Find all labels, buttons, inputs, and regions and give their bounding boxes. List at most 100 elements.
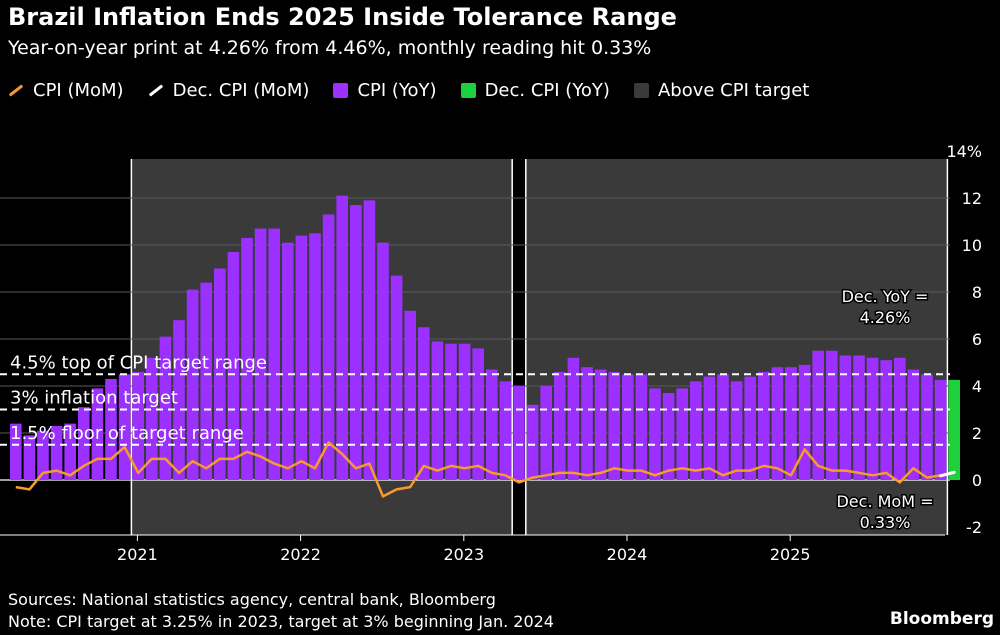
- cpi-yoy-bar: [241, 237, 253, 480]
- cpi-yoy-bar: [254, 228, 267, 480]
- bloomberg-logo: Bloomberg: [889, 609, 994, 629]
- legend-item-cpi-yoy: CPI (YoY): [333, 80, 437, 101]
- sources-note: Sources: National statistics agency, cen…: [8, 590, 496, 609]
- cpi-yoy-bar: [812, 350, 824, 480]
- legend-swatch-cpi-yoy: [333, 83, 349, 98]
- cpi-yoy-bar: [676, 388, 688, 480]
- y-tick-label: 2: [972, 424, 982, 443]
- cpi-yoy-bar: [513, 386, 525, 480]
- legend: CPI (MoM) Dec. CPI (MoM) CPI (YoY) Dec. …: [8, 80, 809, 101]
- x-tick-label: 2023: [443, 545, 484, 560]
- annotation-dec-mom: Dec. MoM =: [836, 492, 933, 511]
- cpi-yoy-bar: [771, 367, 784, 480]
- cpi-yoy-bar: [363, 200, 376, 480]
- cpi-yoy-bar: [23, 435, 36, 480]
- legend-item-dec-cpi-mom: Dec. CPI (MoM): [148, 80, 310, 101]
- reference-line-label: 1.5% floor of target range: [10, 423, 244, 444]
- legend-item-above-target: Above CPI target: [633, 80, 810, 101]
- cpi-yoy-bar: [350, 205, 362, 481]
- legend-item-dec-cpi-yoy: Dec. CPI (YoY): [460, 80, 610, 101]
- legend-label: Above CPI target: [657, 80, 810, 101]
- annotation-dec-yoy: 4.26%: [860, 308, 911, 327]
- cpi-yoy-bar: [526, 404, 539, 480]
- y-tick-label: 0: [972, 471, 982, 490]
- cpi-yoy-bar: [540, 386, 552, 480]
- cpi-yoy-bar: [200, 282, 212, 480]
- cpi-mom-line: [15, 441, 941, 498]
- cpi-yoy-bar: [567, 357, 580, 480]
- cpi-yoy-bar: [499, 381, 512, 480]
- cpi-yoy-bar: [458, 343, 471, 480]
- cpi-yoy-bar: [703, 376, 716, 480]
- cpi-yoy-bar: [554, 371, 566, 480]
- cpi-yoy-bar: [295, 235, 308, 480]
- cpi-yoy-bar: [173, 320, 185, 480]
- dec-cpi-mom-line: [939, 470, 956, 478]
- cpi-yoy-bar: [118, 374, 131, 480]
- cpi-yoy-bar: [282, 242, 294, 480]
- cpi-yoy-bar: [622, 374, 634, 480]
- chart-title: Brazil Inflation Ends 2025 Inside Tolera…: [8, 3, 677, 31]
- cpi-yoy-bar: [635, 374, 648, 480]
- legend-label: Dec. CPI (MoM): [172, 80, 310, 101]
- annotation-dec-yoy: Dec. YoY =: [842, 287, 929, 306]
- chart-subtitle: Year-on-year print at 4.26% from 4.46%, …: [8, 37, 652, 59]
- cpi-yoy-bar: [37, 430, 49, 480]
- annotation-dec-mom: 0.33%: [860, 513, 911, 532]
- cpi-yoy-bar: [404, 310, 416, 480]
- cpi-yoy-bar: [853, 355, 865, 480]
- y-tick-label: 6: [972, 330, 982, 349]
- cpi-yoy-bar: [880, 360, 892, 480]
- cpi-yoy-bar: [132, 371, 144, 480]
- cpi-yoy-bar: [690, 381, 702, 480]
- y-tick-label: 10: [962, 236, 982, 255]
- legend-swatch-dec-cpi-yoy: [460, 83, 476, 98]
- footnote: Note: CPI target at 3.25% in 2023, targe…: [8, 612, 554, 631]
- cpi-yoy-bar: [472, 348, 484, 480]
- inflation-chart: 14% 12 10 8 6 4 2 0 -2 4.5% top of CPI target ran…: [0, 142, 982, 560]
- cpi-yoy-bar: [894, 357, 906, 480]
- cpi-yoy-bar: [322, 214, 335, 480]
- y-tick-label: 8: [972, 283, 982, 302]
- legend-swatch-above-target: [633, 83, 649, 98]
- cpi-yoy-bar: [105, 378, 117, 480]
- cpi-yoy-bar: [581, 367, 593, 480]
- cpi-yoy-bar: [10, 423, 22, 480]
- cpi-yoy-bar: [390, 275, 403, 480]
- legend-item-cpi-mom: CPI (MoM): [8, 80, 124, 101]
- legend-label: CPI (MoM): [33, 80, 124, 101]
- reference-line-label: 3% inflation target: [10, 388, 178, 409]
- legend-swatch-dec-cpi-mom: [148, 84, 163, 97]
- cpi-yoy-bar: [418, 327, 430, 480]
- cpi-yoy-bar: [839, 355, 852, 480]
- cpi-yoy-bar: [785, 367, 797, 480]
- y-tick-label: -2: [966, 518, 982, 537]
- cpi-yoy-bar: [826, 350, 838, 480]
- cpi-yoy-bar: [91, 388, 104, 480]
- reference-line-label: 4.5% top of CPI target range: [10, 352, 267, 373]
- cpi-yoy-bar: [907, 369, 920, 480]
- cpi-yoy-bar: [486, 369, 498, 480]
- x-tick-label: 2021: [117, 545, 158, 560]
- cpi-yoy-bar: [662, 393, 675, 480]
- cpi-yoy-bar: [268, 228, 280, 480]
- cpi-yoy-bar: [186, 289, 199, 480]
- cpi-yoy-bar: [717, 374, 729, 480]
- cpi-yoy-bar: [798, 364, 811, 480]
- cpi-yoy-bar: [934, 379, 947, 480]
- cpi-yoy-bar: [336, 195, 348, 480]
- cpi-yoy-bar: [730, 381, 743, 480]
- y-tick-label: 12: [962, 189, 982, 208]
- cpi-yoy-bar: [50, 425, 63, 480]
- y-tick-label: 4: [972, 377, 982, 396]
- legend-label: CPI (YoY): [357, 80, 437, 101]
- cpi-yoy-bar: [159, 336, 172, 480]
- cpi-yoy-bar: [649, 388, 661, 480]
- cpi-yoy-bar: [594, 369, 607, 480]
- cpi-yoy-bar: [758, 371, 770, 480]
- cpi-yoy-bar: [744, 376, 756, 480]
- cpi-yoy-bar: [921, 374, 933, 480]
- cpi-yoy-bar: [227, 252, 240, 480]
- dec-cpi-yoy-bar: [948, 379, 960, 480]
- cpi-yoy-bar: [377, 242, 389, 480]
